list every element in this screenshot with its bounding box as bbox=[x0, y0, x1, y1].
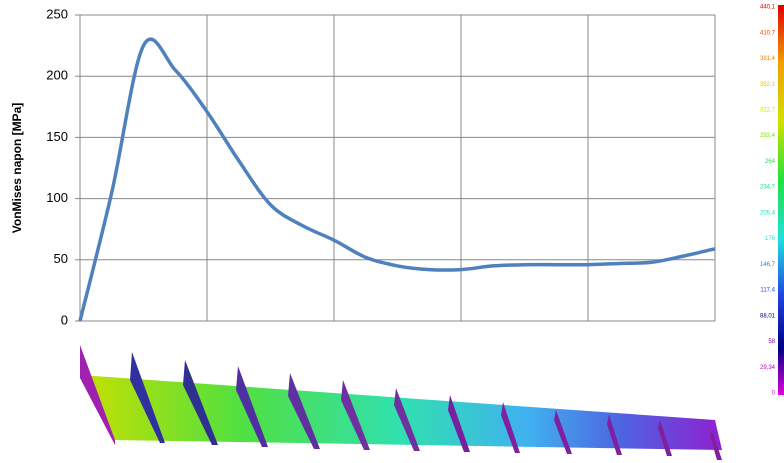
y-tick-label: 150 bbox=[46, 129, 68, 144]
y-tick-label: 250 bbox=[46, 6, 68, 21]
page: {"chart_data": {"type": "line", "y_label… bbox=[0, 0, 784, 463]
color-bar bbox=[778, 5, 784, 395]
color-scale-label: 352,1 bbox=[760, 82, 776, 88]
y-tick-label: 200 bbox=[46, 68, 68, 83]
y-tick-label: 100 bbox=[46, 190, 68, 205]
color-scale-label: 29,34 bbox=[760, 365, 776, 371]
color-scale-label: 293,4 bbox=[760, 133, 776, 139]
color-legend: 440,1 410,7 381,4 352,1 322,7 293,4 264 234,7 20… bbox=[760, 5, 776, 397]
color-scale-label: 205,4 bbox=[760, 210, 776, 216]
color-scale-label: 381,4 bbox=[760, 56, 776, 62]
color-scale-label: 176 bbox=[765, 236, 776, 242]
vertical-grid bbox=[80, 15, 715, 321]
color-scale-label: 88,01 bbox=[760, 313, 776, 319]
color-scale-label: 322,7 bbox=[760, 108, 776, 114]
y-tick-label: 0 bbox=[61, 312, 68, 327]
y-tick-label: 50 bbox=[54, 251, 68, 266]
color-scale-label: 410,7 bbox=[760, 30, 776, 36]
color-scale-label: 264 bbox=[765, 159, 776, 165]
chart: VonMises napon [MPa] 440,1 410,7 381,4 352,… bbox=[0, 0, 784, 463]
color-scale-label: 58 bbox=[768, 339, 775, 345]
data-line bbox=[80, 39, 715, 321]
y-axis-label: VonMises napon [MPa] bbox=[10, 103, 24, 233]
color-scale-label: 0 bbox=[772, 391, 776, 397]
color-scale-label: 440,1 bbox=[760, 5, 776, 11]
wing-model bbox=[80, 345, 722, 460]
color-scale-label: 117,4 bbox=[760, 288, 775, 294]
color-scale-label: 146,7 bbox=[760, 262, 776, 268]
color-scale-label: 234,7 bbox=[760, 185, 776, 191]
